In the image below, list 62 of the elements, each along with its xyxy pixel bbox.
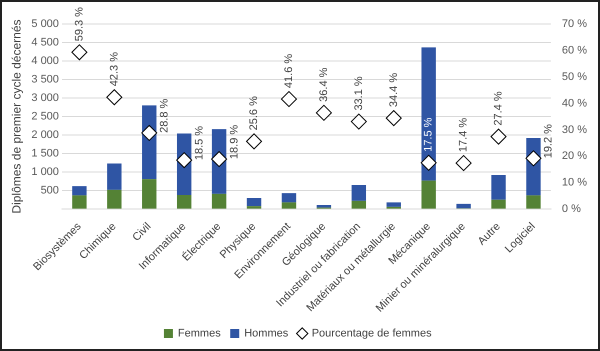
legend-label: Hommes (244, 328, 289, 340)
y-tick-label: 3 000 (31, 92, 59, 104)
legend-label: Pourcentage de femmes (312, 328, 432, 340)
point (106, 89, 122, 106)
data-label: 18.9 % (228, 124, 240, 160)
y2-tick-label: 20 % (562, 150, 588, 162)
bar (386, 202, 401, 207)
y-tick-label: 3 500 (31, 74, 59, 86)
bar (421, 180, 436, 209)
y2-tick-label: 0 % (562, 203, 582, 216)
data-label: 19.2 % (542, 124, 555, 158)
y-tick-label: 1 000 (31, 166, 59, 178)
y2-tick-label: 50 % (562, 70, 588, 83)
bar (491, 200, 506, 209)
y2-tick-label: 70 % (562, 18, 588, 30)
bar (282, 193, 296, 202)
y-tick-label: 1 500 (31, 148, 59, 160)
data-label: 36.4 % (318, 67, 330, 102)
y-tick-label: 2 000 (31, 129, 59, 142)
y-tick-label: 4 000 (31, 55, 59, 68)
point (176, 152, 192, 168)
bar (491, 175, 506, 200)
bar (246, 206, 262, 209)
y2-tick-label: 60 % (562, 44, 588, 56)
data-label: 18.5 % (193, 126, 206, 160)
legend-label: Femmes (178, 328, 222, 340)
bar (176, 195, 192, 209)
data-label: 42.3 % (108, 52, 120, 86)
data-label: 27.4 % (492, 91, 505, 126)
bar (282, 202, 296, 209)
data-label: 17.4 % (458, 118, 470, 152)
point (525, 150, 542, 166)
data-label: 28.8 % (158, 98, 170, 133)
point (211, 151, 228, 168)
y-tick-label: 4 500 (31, 36, 59, 49)
data-label: 34.4 % (388, 72, 400, 108)
bar (526, 195, 541, 209)
bar (352, 200, 366, 209)
point (420, 154, 437, 171)
y2-tick-label: 40 % (562, 97, 588, 110)
y2-tick-label: 10 % (562, 176, 588, 189)
data-label: 17.5 % (422, 117, 435, 152)
bar (107, 190, 122, 209)
bar (352, 185, 366, 201)
data-label: 33.1 % (352, 76, 365, 111)
y-tick-label: 500 (40, 184, 59, 197)
data-label: 25.6 % (248, 96, 260, 130)
y2-tick-label: 30 % (562, 124, 588, 136)
bar (107, 164, 122, 190)
data-label: 41.6 % (282, 54, 295, 88)
bar (246, 198, 262, 206)
point (141, 124, 158, 141)
data-label: 59.3 % (73, 6, 86, 42)
y-tick-label: 2 500 (31, 110, 59, 123)
bar (456, 204, 471, 208)
bar (142, 179, 156, 209)
bar (72, 195, 87, 209)
y-tick-label: 5 000 (31, 18, 59, 30)
y-axis-title: Diplômes de premier cycle décernés (10, 19, 24, 214)
bar (72, 186, 87, 196)
bar (316, 204, 332, 208)
bar (212, 194, 226, 209)
